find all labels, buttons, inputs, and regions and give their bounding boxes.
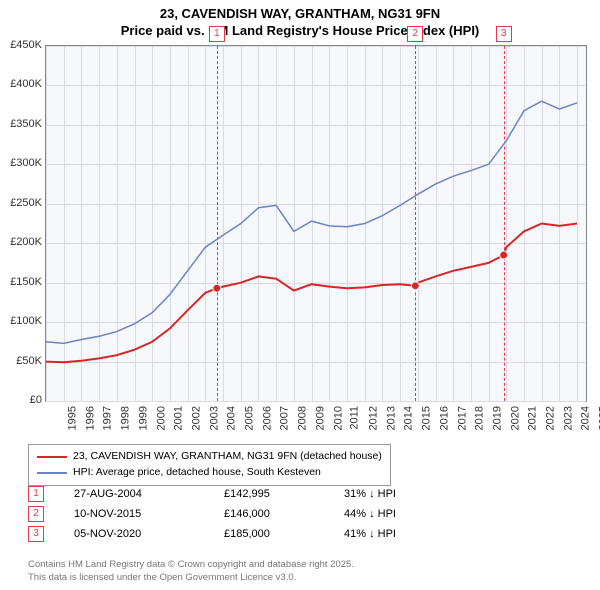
marker-label: 2	[407, 26, 423, 42]
marker-label: 1	[209, 26, 225, 42]
legend-swatch	[37, 472, 67, 474]
sales-row: 3 05-NOV-2020£185,00041% ↓ HPI	[28, 526, 454, 542]
x-tick-label: 1996	[84, 406, 96, 430]
x-tick-label: 2011	[349, 406, 361, 430]
footer-line-2: This data is licensed under the Open Gov…	[28, 572, 354, 584]
x-tick-label: 2009	[314, 406, 326, 430]
y-tick-label: £350K	[2, 118, 42, 130]
x-tick-label: 1997	[102, 406, 114, 430]
series-hpi	[46, 101, 577, 343]
sales-table: 1 27-AUG-2004£142,99531% ↓ HPI 2 10-NOV-201…	[28, 486, 454, 546]
y-tick-label: £100K	[2, 315, 42, 327]
sales-date: 27-AUG-2004	[74, 488, 224, 500]
x-tick-label: 1998	[120, 406, 132, 430]
x-tick-label: 2006	[261, 406, 273, 430]
x-tick-label: 2012	[367, 406, 379, 430]
sale-dot	[500, 251, 508, 259]
sales-diff: 31% ↓ HPI	[344, 488, 454, 500]
plot-area: 123	[45, 45, 587, 402]
y-tick-label: £450K	[2, 39, 42, 51]
sales-price: £185,000	[224, 528, 344, 540]
x-tick-label: 2001	[173, 406, 185, 430]
legend-label: HPI: Average price, detached house, Sout…	[73, 465, 321, 481]
x-tick-label: 2010	[332, 406, 344, 430]
y-tick-label: £0	[2, 394, 42, 406]
y-tick-label: £300K	[2, 157, 42, 169]
sales-diff: 44% ↓ HPI	[344, 508, 454, 520]
legend-swatch	[37, 456, 67, 458]
x-tick-label: 2003	[208, 406, 220, 430]
x-tick-label: 2018	[474, 406, 486, 430]
x-tick-label: 2017	[456, 406, 468, 430]
sales-date: 10-NOV-2015	[74, 508, 224, 520]
legend-item: HPI: Average price, detached house, Sout…	[37, 465, 382, 481]
legend-label: 23, CAVENDISH WAY, GRANTHAM, NG31 9FN (d…	[73, 449, 382, 465]
x-tick-label: 2014	[403, 406, 415, 430]
x-tick-label: 2013	[385, 406, 397, 430]
sales-diff: 41% ↓ HPI	[344, 528, 454, 540]
legend-item: 23, CAVENDISH WAY, GRANTHAM, NG31 9FN (d…	[37, 449, 382, 465]
x-tick-label: 2008	[297, 406, 309, 430]
y-tick-label: £200K	[2, 236, 42, 248]
x-tick-label: 2005	[244, 406, 256, 430]
sale-dot	[411, 282, 419, 290]
x-tick-label: 2021	[527, 406, 539, 430]
sales-price: £142,995	[224, 488, 344, 500]
y-tick-label: £150K	[2, 276, 42, 288]
sales-index: 1	[28, 486, 44, 502]
x-tick-label: 2023	[562, 406, 574, 430]
footer-line-1: Contains HM Land Registry data © Crown c…	[28, 559, 354, 571]
series-price-paid	[46, 224, 577, 363]
x-tick-label: 2015	[421, 406, 433, 430]
sales-index: 2	[28, 506, 44, 522]
x-tick-label: 2004	[226, 406, 238, 430]
sales-row: 1 27-AUG-2004£142,99531% ↓ HPI	[28, 486, 454, 502]
x-tick-label: 2016	[438, 406, 450, 430]
title-line-1: 23, CAVENDISH WAY, GRANTHAM, NG31 9FN	[0, 6, 600, 23]
y-tick-label: £250K	[2, 197, 42, 209]
x-tick-label: 2019	[491, 406, 503, 430]
chart-container: 23, CAVENDISH WAY, GRANTHAM, NG31 9FN Pr…	[0, 0, 600, 590]
x-tick-label: 2007	[279, 406, 291, 430]
x-tick-label: 2022	[545, 406, 557, 430]
chart-lines	[46, 46, 586, 401]
x-tick-label: 2000	[155, 406, 167, 430]
x-tick-label: 2024	[580, 406, 592, 430]
x-tick-label: 2002	[190, 406, 202, 430]
sales-index: 3	[28, 526, 44, 542]
marker-label: 3	[496, 26, 512, 42]
y-tick-label: £400K	[2, 78, 42, 90]
legend: 23, CAVENDISH WAY, GRANTHAM, NG31 9FN (d…	[28, 444, 391, 486]
x-tick-label: 1999	[137, 406, 149, 430]
y-tick-label: £50K	[2, 355, 42, 367]
sales-date: 05-NOV-2020	[74, 528, 224, 540]
sales-price: £146,000	[224, 508, 344, 520]
x-tick-label: 1995	[66, 406, 78, 430]
x-tick-label: 2020	[509, 406, 521, 430]
sales-row: 2 10-NOV-2015£146,00044% ↓ HPI	[28, 506, 454, 522]
sale-dot	[213, 284, 221, 292]
footer-attribution: Contains HM Land Registry data © Crown c…	[28, 559, 354, 584]
